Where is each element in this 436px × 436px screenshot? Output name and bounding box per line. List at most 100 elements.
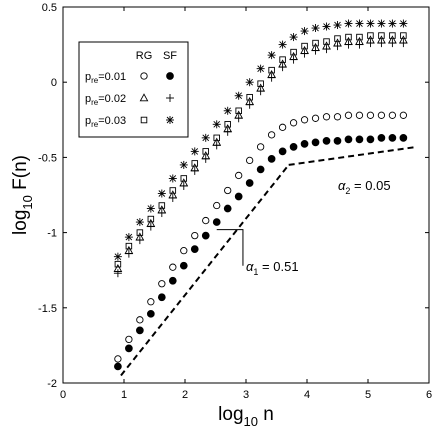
data-point	[201, 133, 210, 142]
data-point	[377, 39, 386, 48]
data-point	[168, 276, 177, 285]
data-point	[179, 181, 188, 190]
data-point	[125, 242, 133, 250]
data-point	[289, 33, 298, 42]
plot-area	[62, 6, 430, 384]
data-point	[212, 141, 221, 150]
y-tick-label: 0	[51, 77, 57, 89]
data-point	[202, 216, 210, 225]
data-point	[124, 233, 133, 242]
series-square	[114, 32, 407, 268]
data-point	[399, 111, 408, 119]
data-point	[322, 113, 331, 121]
x-tick-label: 5	[365, 389, 371, 401]
data-point	[224, 186, 232, 195]
legend-marker-sf	[166, 116, 174, 124]
data-point	[256, 143, 265, 151]
data-point	[267, 51, 276, 60]
x-axis-title: log10 n	[218, 404, 274, 429]
annotations: α1 = 0.51 α2 = 0.05	[216, 178, 391, 277]
data-point	[179, 160, 188, 169]
data-point	[157, 209, 166, 218]
data-point	[278, 63, 287, 72]
data-point	[278, 147, 287, 156]
data-point	[136, 326, 144, 335]
data-point	[180, 175, 188, 182]
legend-row-label: pre=0.02	[85, 93, 126, 107]
data-point	[190, 245, 199, 253]
series-circle-filled	[114, 133, 408, 371]
data-point	[300, 140, 309, 148]
data-point	[389, 32, 396, 39]
data-point	[245, 179, 254, 187]
data-point	[223, 204, 232, 213]
x-tick-label: 4	[304, 389, 310, 401]
data-point	[201, 154, 210, 163]
fit-line	[120, 164, 290, 377]
data-point	[334, 35, 341, 42]
data-point	[113, 252, 122, 261]
data-point	[256, 87, 265, 96]
legend-header-rg: RG	[136, 50, 153, 62]
data-point	[366, 111, 375, 119]
data-point	[356, 33, 363, 41]
data-point	[278, 40, 287, 49]
data-point	[344, 19, 353, 28]
data-point	[355, 40, 364, 49]
legend-row-label: pre=0.03	[85, 115, 126, 129]
data-point	[333, 21, 342, 30]
legend-header-sf: SF	[163, 50, 177, 62]
data-point	[333, 42, 342, 51]
data-point	[146, 222, 155, 231]
data-point	[267, 155, 276, 163]
data-point	[333, 137, 342, 145]
data-point	[268, 66, 275, 74]
legend: RG SF pre=0.01 pre=0.02 pre=0.03	[78, 41, 189, 138]
data-point	[201, 231, 210, 240]
data-point	[400, 32, 407, 39]
y-tick-label: -1	[47, 228, 57, 240]
data-point	[223, 106, 232, 115]
data-point	[377, 19, 386, 28]
series-plus	[113, 39, 408, 278]
data-point	[135, 236, 144, 245]
data-point	[234, 114, 243, 123]
data-point	[257, 80, 264, 87]
data-point	[366, 19, 375, 28]
data-point	[190, 147, 199, 156]
data-point	[246, 93, 253, 101]
data-point	[311, 24, 320, 33]
data-point	[388, 19, 397, 28]
data-point	[311, 46, 320, 55]
data-point	[289, 55, 298, 64]
data-point	[169, 187, 177, 194]
data-point	[267, 131, 276, 139]
data-point	[388, 111, 397, 119]
x-tick-label: 3	[243, 389, 249, 401]
data-point	[235, 171, 243, 180]
data-point	[300, 49, 309, 58]
data-point	[146, 204, 155, 213]
data-point	[114, 362, 122, 371]
data-point	[179, 261, 188, 270]
data-point	[399, 133, 408, 142]
x-tick-label: 0	[60, 389, 66, 401]
data-point	[147, 298, 155, 306]
data-point	[191, 160, 199, 167]
legend-marker-rg	[140, 72, 148, 80]
data-point	[290, 48, 297, 56]
series-circle-open	[114, 111, 408, 363]
data-point	[245, 78, 254, 87]
data-point	[114, 355, 122, 363]
data-point	[388, 133, 397, 142]
data-point	[180, 246, 188, 255]
data-point	[191, 231, 199, 240]
data-point	[146, 309, 155, 318]
data-point	[190, 166, 199, 175]
data-point	[125, 344, 133, 353]
data-point	[399, 39, 408, 48]
legend-row-label: pre=0.01	[85, 71, 126, 85]
data-point	[202, 148, 209, 155]
data-point	[355, 135, 364, 144]
